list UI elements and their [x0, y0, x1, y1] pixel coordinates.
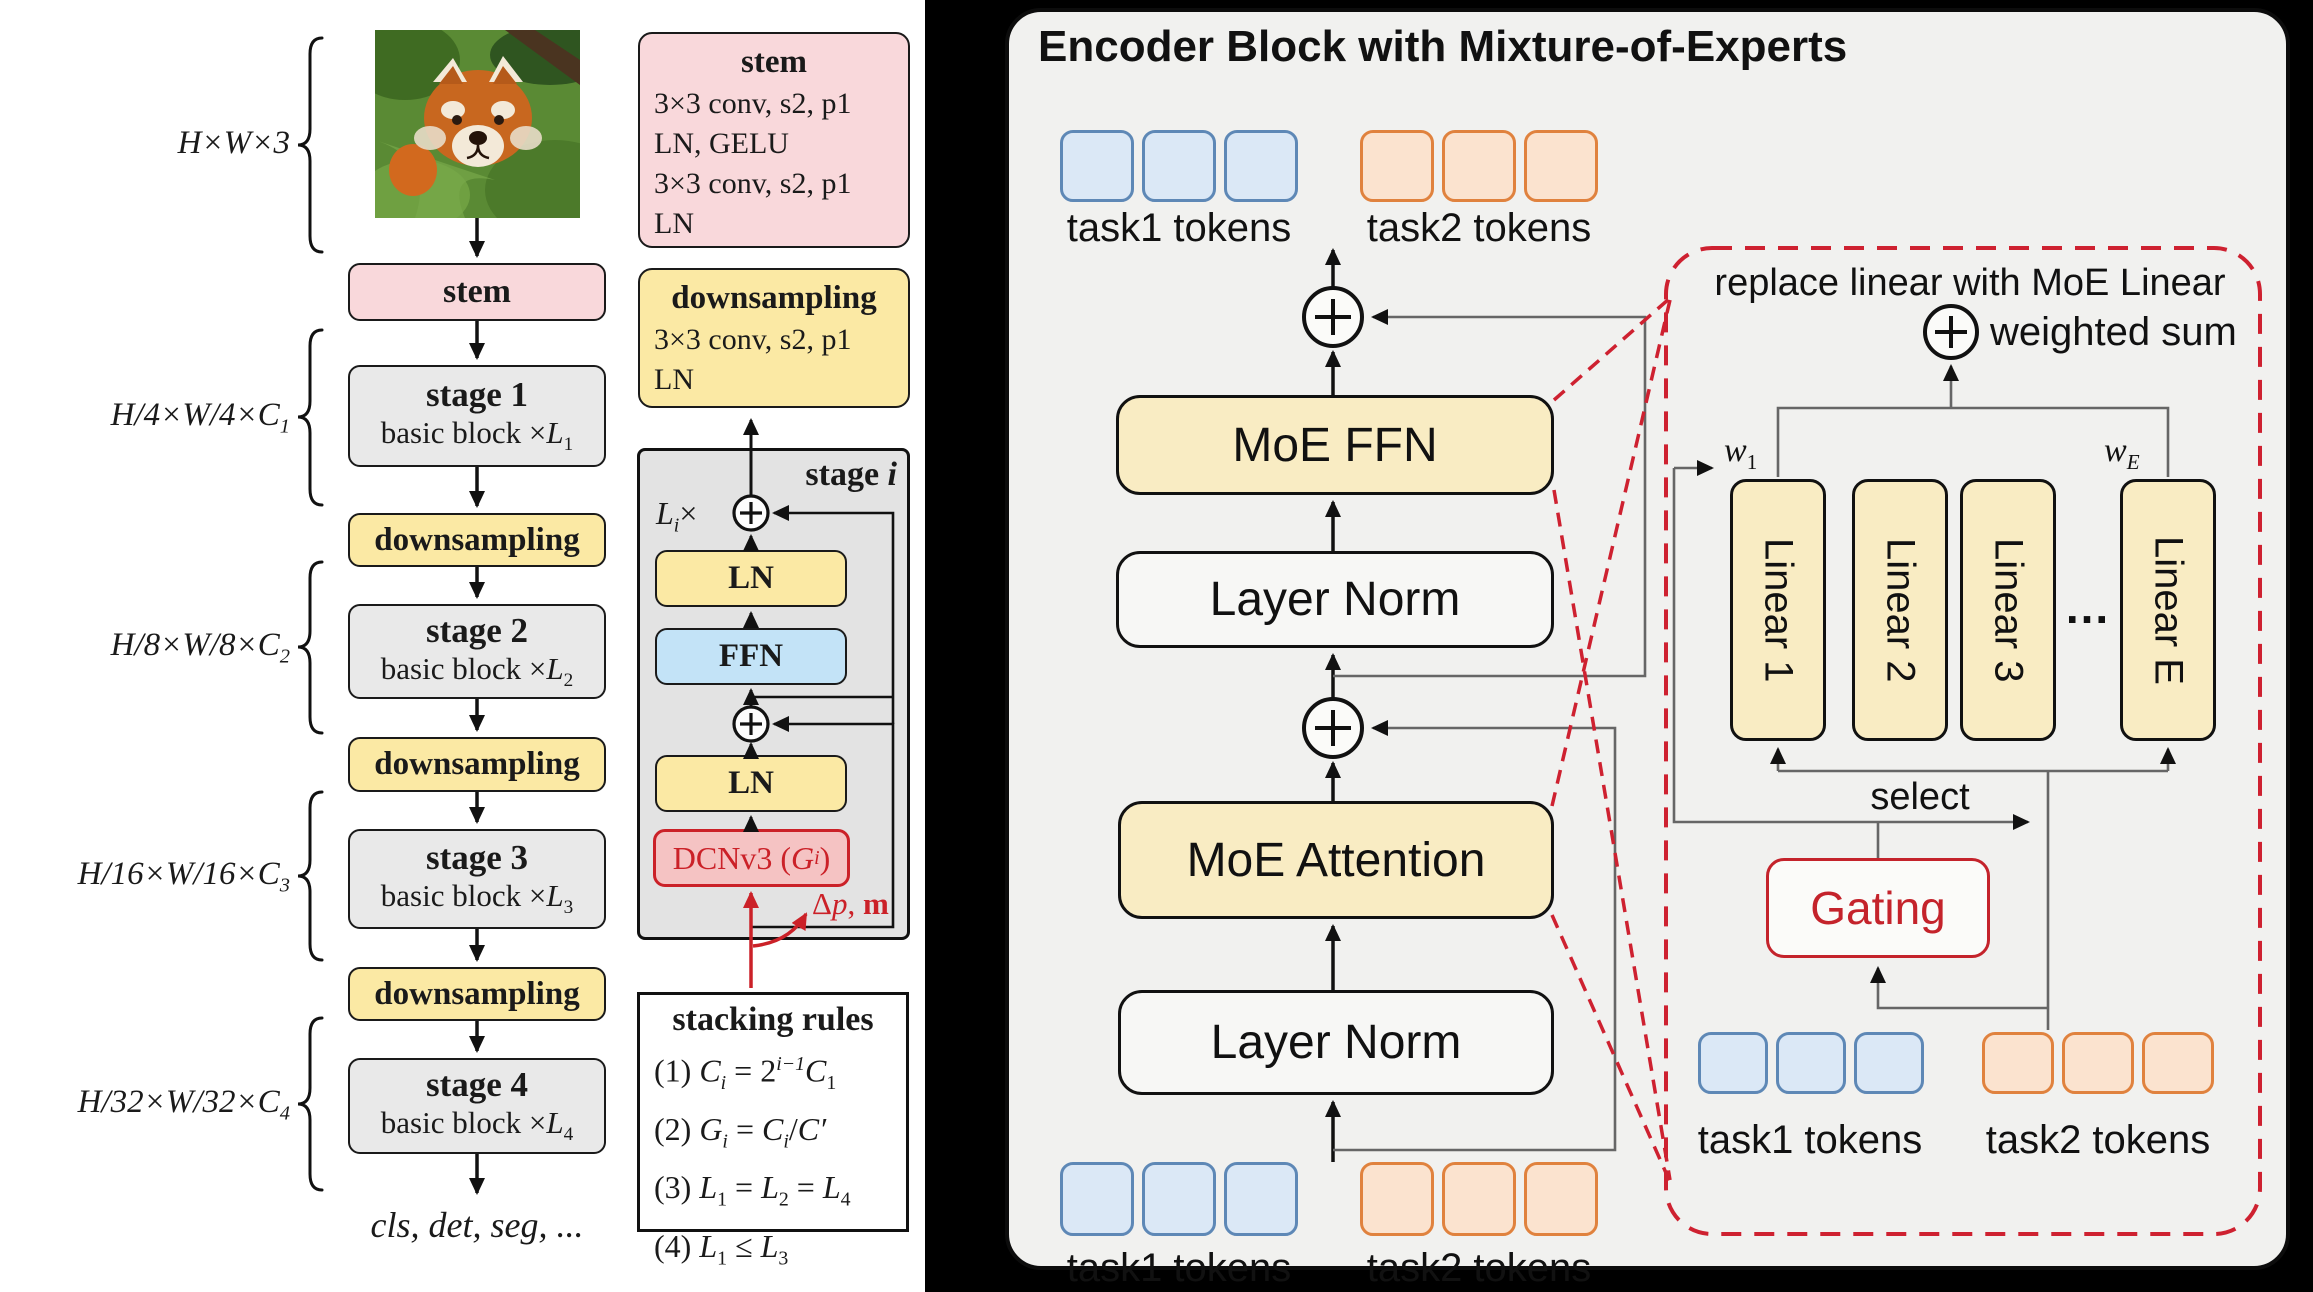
token-box: [1360, 130, 1434, 202]
stacking-rule-4: (4) L1 ≤ L3: [654, 1227, 789, 1270]
stage4-sub: basic block ×L4: [380, 1105, 574, 1146]
task2-tokens-label-detail: task2 tokens: [1985, 1118, 2211, 1162]
stem-detail-line: 3×3 conv, s2, p1: [654, 167, 852, 200]
token-box: [1142, 1162, 1216, 1236]
task2-tokens-label-top: task2 tokens: [1366, 206, 1592, 250]
stage1-box: stage 1 basic block ×L1: [348, 365, 606, 467]
stage3-title: stage 3: [425, 838, 529, 878]
dim-label-stage4: H/32×W/32×C4: [77, 1084, 290, 1125]
moe-detail-connectors: [1672, 364, 2176, 1030]
token-box: [1442, 1162, 1516, 1236]
stacking-rule-1: (1) Ci = 2i−1C1: [654, 1052, 837, 1095]
stem-detail-box: stem 3×3 conv, s2, p1 LN, GELU 3×3 conv,…: [638, 32, 910, 248]
output-tasks-label: cls, det, seg, ...: [370, 1205, 584, 1245]
dim-label-stage3: H/16×W/16×C3: [77, 856, 290, 897]
downsampling-detail-title: downsampling: [671, 280, 877, 316]
experts-ellipsis: ...: [2065, 581, 2111, 633]
weighted-sum-label: weighted sum: [1990, 310, 2237, 354]
stage2-title: stage 2: [425, 610, 529, 650]
token-box: [1060, 130, 1134, 202]
stacking-rule-3: (3) L1 = L2 = L4: [654, 1169, 851, 1211]
token-box: [1982, 1032, 2054, 1094]
downsampling-detail-line: LN: [654, 363, 694, 396]
token-box: [1854, 1032, 1924, 1094]
stacking-rules-title: stacking rules: [672, 1001, 874, 1038]
gating-box: Gating: [1766, 858, 1990, 958]
encoder-panel-title: Encoder Block with Mixture-of-Experts: [1038, 22, 1848, 71]
expert-linear-E-box: Linear E: [2120, 479, 2216, 741]
stem-box: stem: [348, 263, 606, 321]
stage1-sub: basic block ×L1: [380, 415, 574, 456]
stage-i-ffn-box: FFN: [655, 628, 847, 685]
stage2-sub: basic block ×L2: [380, 650, 574, 692]
layer-norm-upper-box: Layer Norm: [1116, 551, 1554, 648]
select-label: select: [1870, 776, 1970, 818]
moe-ffn-box: MoE FFN: [1116, 395, 1554, 495]
moe-zoom-dashed-lines: [1550, 246, 2262, 1236]
task1-tokens-label-bottom: task1 tokens: [1066, 1246, 1292, 1290]
token-box: [2062, 1032, 2134, 1094]
dcn-input-arrows: [743, 891, 808, 988]
downsampling-detail-line: 3×3 conv, s2, p1: [654, 323, 852, 356]
downsampling1-box: downsampling: [348, 513, 606, 567]
downsampling2-box: downsampling: [348, 737, 606, 792]
token-box: [1224, 130, 1298, 202]
stage2-box: stage 2 basic block ×L2: [348, 604, 606, 699]
weight-w1-label: w1: [1724, 432, 1758, 474]
token-box: [1224, 1162, 1298, 1236]
moe-detail-dashed-border: [1664, 246, 2262, 1236]
dim-label-input: H×W×3: [177, 125, 290, 161]
dcn-offset-mask-label: Δp, m: [812, 886, 889, 921]
moe-attention-box: MoE Attention: [1118, 801, 1554, 919]
stage4-box: stage 4 basic block ×L4: [348, 1058, 606, 1154]
token-box: [1776, 1032, 1846, 1094]
expert-linear-2-box: Linear 2: [1852, 479, 1948, 741]
dimension-braces: [297, 36, 324, 1192]
task2-tokens-label-bottom: task2 tokens: [1366, 1246, 1592, 1290]
stage-i-repeat-label: Li×: [656, 495, 698, 537]
token-box: [1360, 1162, 1434, 1236]
token-box: [1442, 130, 1516, 202]
task1-tokens-label-top: task1 tokens: [1066, 206, 1292, 250]
stacking-rule-2: (2) Gi = Ci/C′: [654, 1111, 827, 1153]
weight-wE-label: wE: [2104, 432, 2140, 474]
downsampling-detail-box: downsampling 3×3 conv, s2, p1 LN: [638, 268, 910, 408]
task1-tokens-label-detail: task1 tokens: [1697, 1118, 1923, 1162]
stage-i-connectors: [743, 418, 895, 929]
stage3-sub: basic block ×L3: [380, 878, 574, 919]
stage-i-ln2-box: LN: [655, 755, 847, 812]
plus-circle-icon: [732, 494, 770, 743]
token-box: [1142, 130, 1216, 202]
stage1-title: stage 1: [425, 375, 529, 415]
expert-linear-3-box: Linear 3: [1960, 479, 2056, 741]
token-box: [1060, 1162, 1134, 1236]
token-box: [1524, 130, 1598, 202]
stage3-box: stage 3 basic block ×L3: [348, 829, 606, 929]
stage-i-ln1-box: LN: [655, 550, 847, 607]
stem-detail-line: LN, GELU: [654, 127, 789, 160]
token-box: [1524, 1162, 1598, 1236]
expert-linear-1-box: Linear 1: [1730, 479, 1826, 741]
downsampling3-box: downsampling: [348, 967, 606, 1021]
stacking-rules-box: stacking rules (1) Ci = 2i−1C1 (2) Gi = …: [637, 992, 909, 1269]
dim-label-stage2: H/8×W/8×C2: [110, 627, 290, 668]
stem-detail-line: LN: [654, 207, 694, 240]
stem-detail-line: 3×3 conv, s2, p1: [654, 87, 852, 120]
input-image-red-panda: [375, 30, 580, 218]
token-box: [2142, 1032, 2214, 1094]
moe-detail-caption: replace linear with MoE Linear: [1714, 262, 2226, 304]
dim-label-stage1: H/4×W/4×C1: [110, 397, 290, 438]
stem-detail-title: stem: [741, 44, 807, 80]
plus-circle-icon: [1302, 286, 1979, 759]
stage-i-title: stage i: [805, 456, 897, 493]
token-box: [1698, 1032, 1768, 1094]
layer-norm-lower-box: Layer Norm: [1118, 990, 1554, 1095]
residual-skip-lines: [1333, 309, 1647, 1152]
stage4-title: stage 4: [425, 1065, 529, 1105]
